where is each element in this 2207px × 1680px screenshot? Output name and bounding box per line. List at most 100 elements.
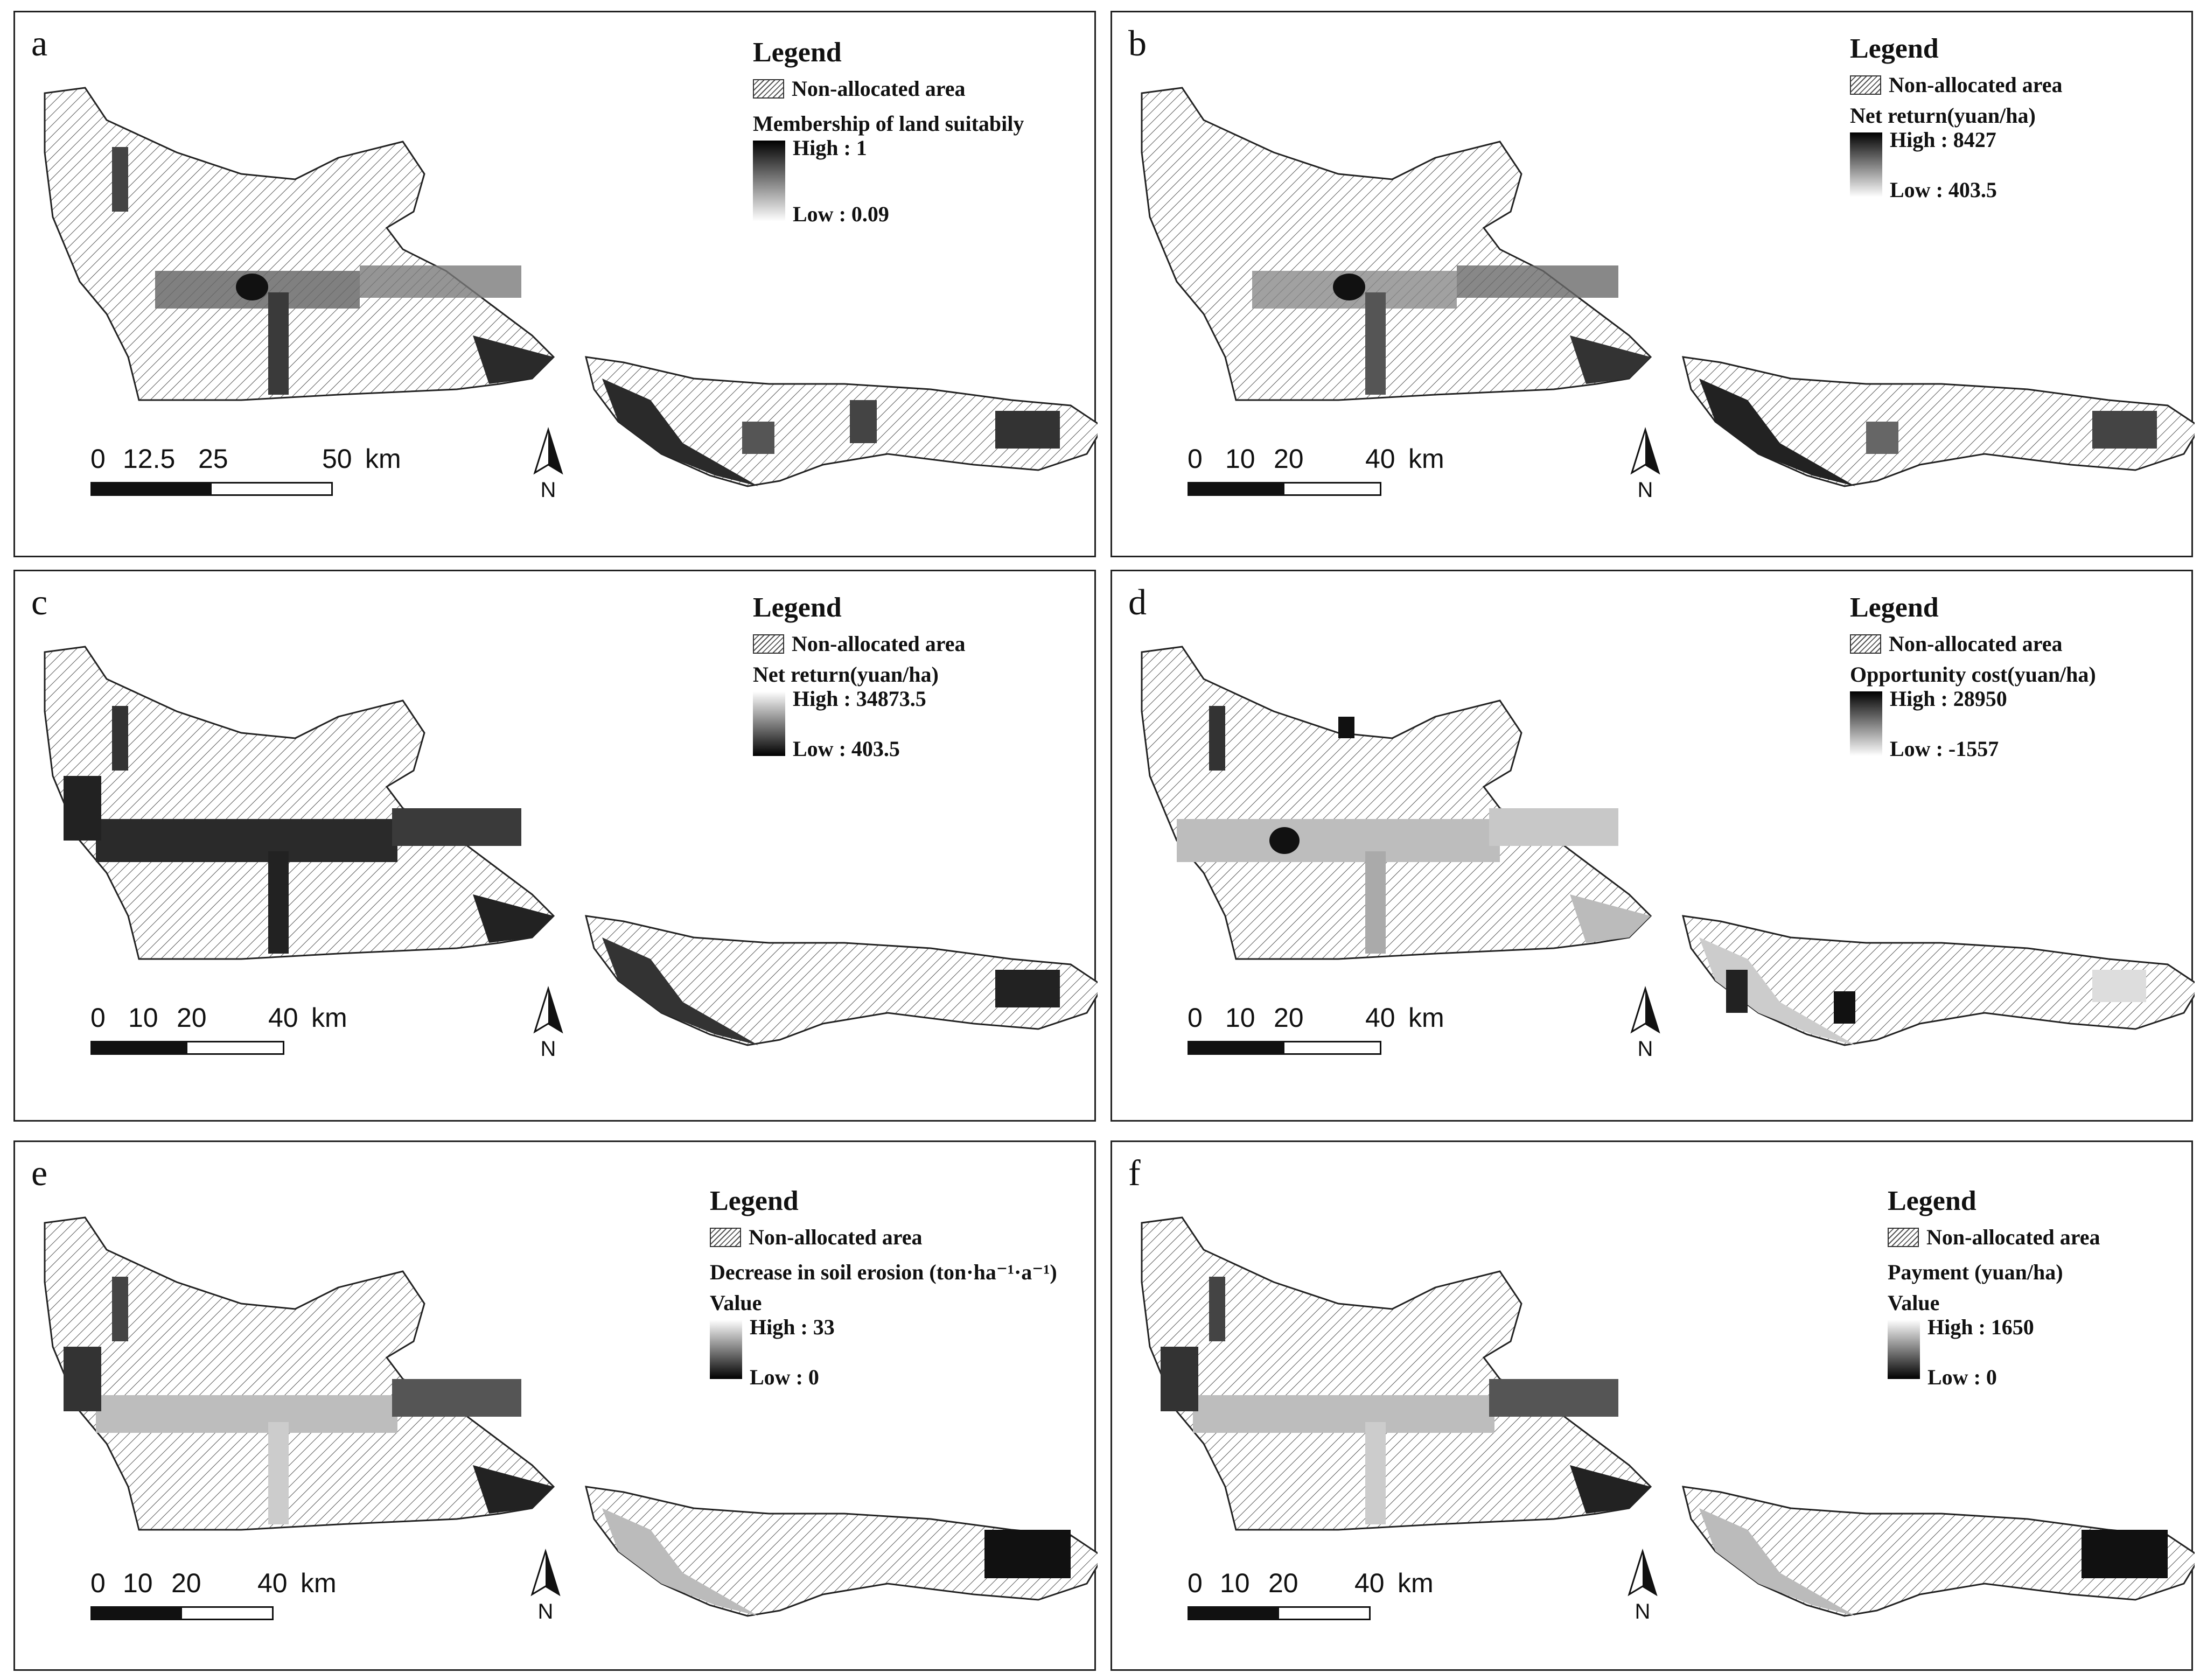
scale-tick: 25 xyxy=(198,444,228,474)
panel-letter: d xyxy=(1128,582,1147,622)
map-figure xyxy=(44,646,1098,1046)
map-figure xyxy=(44,87,1098,487)
north-arrow: N xyxy=(1624,1548,1661,1624)
scale-tick: 0 xyxy=(90,444,106,474)
non-allocated-legend: Non-allocated area xyxy=(1888,1224,2100,1250)
scale-tick: 0 xyxy=(1188,444,1203,474)
non-allocated-legend: Non-allocated area xyxy=(710,1224,1057,1250)
low-label: Low : 0 xyxy=(750,1365,819,1389)
scale-tick: 40 xyxy=(1365,444,1395,474)
hatch-swatch xyxy=(1888,1227,1919,1247)
legend: Legend Non-allocated area Decrease in so… xyxy=(710,1185,1057,1390)
hatch-swatch xyxy=(1850,75,1881,95)
hatch-swatch xyxy=(753,79,784,99)
variable-label: Opportunity cost(yuan/ha) xyxy=(1850,662,2096,687)
north-label: N xyxy=(1637,1037,1653,1061)
scale-tick: 10 xyxy=(1225,444,1255,474)
scale-bar: 0 10 20 40 km xyxy=(90,1002,347,1055)
panel-letter: c xyxy=(31,582,48,622)
scale-unit: km xyxy=(1408,444,1444,474)
map-panel-f: f Legend Non-allocated area Payment (yua… xyxy=(1111,1140,2195,1671)
variable-label: Payment (yuan/ha) xyxy=(1888,1260,2063,1284)
legend-title: Legend xyxy=(1888,1186,1976,1216)
low-label: Low : 0.09 xyxy=(793,202,889,226)
scale-tick: 40 xyxy=(1354,1568,1385,1598)
scale-bar: 0 10 20 40 km xyxy=(1188,1567,1434,1620)
high-label: High : 28950 xyxy=(1890,687,2007,711)
color-ramp-legend: High : 34873.5 Low : 403.5 xyxy=(753,687,966,761)
variable-label: Net return(yuan/ha) xyxy=(753,662,939,687)
high-label: High : 8427 xyxy=(1890,128,1996,152)
north-label: N xyxy=(540,1037,556,1061)
scale-tick: 0 xyxy=(90,1568,106,1598)
north-label: N xyxy=(1635,1600,1651,1623)
hatch-swatch xyxy=(753,634,784,654)
net-return-patches xyxy=(64,706,1060,1045)
non-allocated-legend: Non-allocated area xyxy=(1850,631,2096,656)
scale-tick: 20 xyxy=(1274,1003,1304,1033)
panel-letter: e xyxy=(31,1152,48,1193)
map-panel-e: e Legend Non-allocated area Decrease in … xyxy=(13,1140,1098,1671)
scale-tick: 40 xyxy=(257,1568,288,1598)
color-ramp xyxy=(1850,691,1882,756)
legend-title: Legend xyxy=(753,592,842,623)
legend-title: Legend xyxy=(753,37,842,68)
scale-tick: 40 xyxy=(1365,1003,1395,1033)
color-ramp xyxy=(753,691,785,756)
scale-bar: 0 12.5 25 50 km xyxy=(90,443,401,496)
legend: Legend Non-allocated area Net return(yua… xyxy=(1850,33,2063,202)
non-allocated-label: Non-allocated area xyxy=(749,1225,923,1249)
color-ramp-legend: High : 1650 Low : 0 xyxy=(1888,1315,2100,1390)
north-arrow: N xyxy=(529,426,567,502)
north-arrow: N xyxy=(1626,426,1664,502)
scale-tick: 50 xyxy=(322,444,352,474)
legend: Legend Non-allocated area Opportunity co… xyxy=(1850,592,2096,761)
scale-tick: 10 xyxy=(123,1568,153,1598)
hatch-swatch xyxy=(710,1227,741,1247)
map-panel-b: b Legend Non-allocated area Net return(y… xyxy=(1111,11,2195,557)
scale-bar: 0 10 20 40 km xyxy=(1188,1002,1444,1055)
non-allocated-legend: Non-allocated area xyxy=(753,76,1024,101)
scale-tick: 10 xyxy=(1225,1003,1255,1033)
scale-tick: 20 xyxy=(171,1568,201,1598)
color-ramp xyxy=(1850,132,1882,197)
scale-unit: km xyxy=(311,1003,347,1033)
non-allocated-label: Non-allocated area xyxy=(1889,73,2063,97)
north-label: N xyxy=(537,1600,554,1623)
low-label: Low : 0 xyxy=(1927,1365,1997,1389)
soil-erosion-patches xyxy=(64,1277,1071,1616)
map-panel-a: a Legend Non-allocated area Membership o… xyxy=(13,11,1098,557)
net-return-patches xyxy=(1252,265,2157,486)
non-allocated-label: Non-allocated area xyxy=(792,76,966,101)
scale-tick: 0 xyxy=(1188,1003,1203,1033)
scale-tick: 0 xyxy=(90,1003,106,1033)
scale-tick: 40 xyxy=(268,1003,298,1033)
north-label: N xyxy=(1637,478,1653,502)
scale-unit: km xyxy=(365,444,401,474)
scale-unit: km xyxy=(301,1568,337,1598)
north-arrow: N xyxy=(527,1548,564,1624)
non-allocated-legend: Non-allocated area xyxy=(753,631,966,656)
variable-label: Membership of land suitabily xyxy=(753,111,1024,136)
low-label: Low : 403.5 xyxy=(793,737,900,761)
non-allocated-label: Non-allocated area xyxy=(792,632,966,656)
legend: Legend Non-allocated area Net return(yua… xyxy=(753,592,966,761)
scale-unit: km xyxy=(1398,1568,1434,1598)
legend-title: Legend xyxy=(1850,592,1939,623)
panel-letter: f xyxy=(1128,1152,1141,1193)
color-ramp xyxy=(1888,1320,1920,1379)
color-ramp xyxy=(753,141,785,221)
color-ramp-legend: High : 8427 Low : 403.5 xyxy=(1850,128,2063,202)
north-arrow: N xyxy=(529,985,567,1061)
variable-label: Net return(yuan/ha) xyxy=(1850,103,2036,128)
panel-letter: b xyxy=(1128,23,1147,64)
hatch-swatch xyxy=(1850,634,1881,654)
legend-title: Legend xyxy=(1850,33,1939,64)
legend: Legend Non-allocated area Membership of … xyxy=(753,37,1024,227)
high-label: High : 34873.5 xyxy=(793,687,926,711)
panel-letter: a xyxy=(31,23,48,64)
high-label: High : 1650 xyxy=(1927,1315,2034,1339)
map-figure xyxy=(1141,646,2195,1046)
scale-tick: 20 xyxy=(1274,444,1304,474)
scale-tick: 12.5 xyxy=(123,444,176,474)
